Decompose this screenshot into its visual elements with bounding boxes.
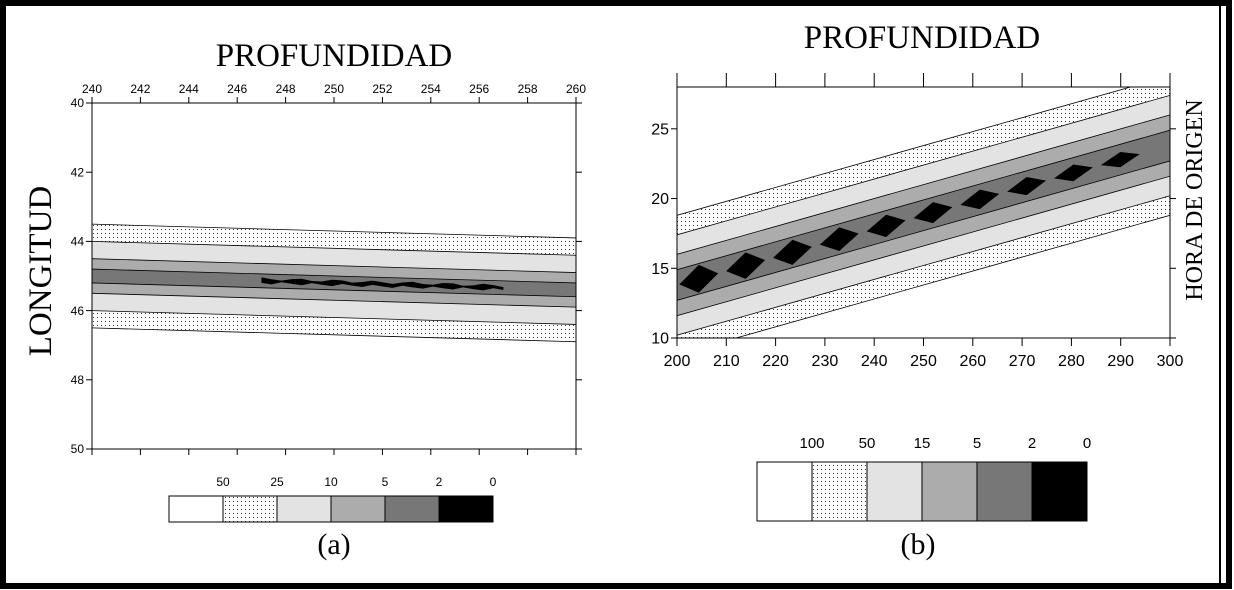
contour-core-6 — [960, 189, 1000, 210]
y-tick-label: 40 — [71, 96, 85, 110]
x-tick-label: 246 — [227, 82, 247, 96]
y-tick-label: 50 — [71, 442, 85, 456]
y-tick-label: 15 — [651, 261, 669, 278]
chart-a-ylabel: LONGITUD — [23, 186, 59, 356]
chart-a: 240 242 244 246 248 250 252 254 256 258 2604042444… — [23, 38, 586, 561]
y-tick-label: 44 — [71, 235, 85, 249]
x-tick-label: 250 — [910, 353, 937, 370]
legend-swatch-white — [168, 495, 224, 523]
legend-label: 10 — [324, 475, 338, 489]
legend-label: 5 — [973, 435, 981, 452]
x-tick-label: 244 — [179, 82, 199, 96]
legend-b: 100 50 15 5 2 0 — [756, 435, 1091, 522]
x-tick-label: 230 — [812, 353, 839, 370]
legend-swatch-black — [438, 495, 494, 523]
x-tick-label: 240 — [861, 353, 888, 370]
x-tick-label: 256 — [469, 82, 489, 96]
legend-label: 50 — [859, 435, 876, 452]
legend-label: 15 — [914, 435, 931, 452]
x-tick-label: 248 — [276, 82, 296, 96]
chart-a-title: PROFUNDIDAD — [216, 38, 453, 74]
x-tick-label: 250 — [324, 82, 344, 96]
legend-swatch-dotted — [811, 461, 868, 522]
y-tick-label: 46 — [71, 304, 85, 318]
legend-label: 25 — [270, 475, 284, 489]
x-tick-label: 240 — [82, 82, 102, 96]
legend-swatch-dotted — [222, 495, 278, 523]
legend-swatch-light-gray — [866, 461, 923, 522]
legend-swatch-dark-gray — [976, 461, 1033, 522]
y-tick-label: 20 — [651, 191, 669, 208]
chart-b: 200 210 220 230 240 250 260 270 280 290 3001015202… — [651, 20, 1208, 561]
x-tick-label: 258 — [518, 82, 538, 96]
contour-core-1 — [726, 252, 766, 279]
y-tick-label: 10 — [651, 331, 669, 348]
x-tick-label: 242 — [130, 82, 150, 96]
contour-core-8 — [1054, 164, 1093, 182]
legend-a: 50 25 10 5 2 0 — [168, 475, 497, 523]
chart-b-ylabel: HORA DE ORIGEN — [1182, 99, 1208, 300]
chart-b-title: PROFUNDIDAD — [804, 20, 1041, 56]
x-tick-label: 280 — [1058, 353, 1085, 370]
chart-a-caption: (a) — [317, 528, 350, 561]
x-tick-label: 290 — [1107, 353, 1134, 370]
legend-label: 0 — [490, 475, 497, 489]
contour-core-9 — [1100, 151, 1140, 168]
legend-label: 50 — [216, 475, 230, 489]
contour-core-5 — [913, 202, 953, 224]
contour-core-2 — [773, 239, 812, 265]
legend-swatch-white — [756, 461, 813, 522]
contour-core — [261, 277, 504, 291]
legend-swatch-mid-gray — [921, 461, 978, 522]
x-tick-label: 260 — [566, 82, 586, 96]
legend-swatch-dark-gray — [384, 495, 440, 523]
x-tick-label: 252 — [372, 82, 392, 96]
y-tick-label: 42 — [71, 165, 85, 179]
x-tick-label: 200 — [664, 353, 691, 370]
x-tick-label: 220 — [762, 353, 789, 370]
chart-b-caption: (b) — [901, 528, 936, 561]
x-tick-label: 300 — [1157, 353, 1184, 370]
y-tick-label: 48 — [71, 373, 85, 387]
legend-swatch-light-gray — [276, 495, 332, 523]
y-tick-label: 25 — [651, 121, 669, 138]
x-tick-label: 260 — [959, 353, 986, 370]
legend-label: 2 — [1028, 435, 1036, 452]
legend-label: 2 — [436, 475, 443, 489]
legend-swatch-black — [1031, 461, 1088, 522]
contour-core-7 — [1007, 177, 1047, 196]
x-tick-label: 210 — [713, 353, 740, 370]
legend-label: 0 — [1083, 435, 1091, 452]
contour-core-3 — [819, 227, 859, 251]
contour-core-4 — [866, 214, 906, 238]
legend-label: 5 — [382, 475, 389, 489]
legend-label: 100 — [799, 435, 824, 452]
x-tick-label: 270 — [1009, 353, 1036, 370]
x-tick-label: 254 — [421, 82, 441, 96]
legend-swatch-mid-gray — [330, 495, 386, 523]
contour-core-0 — [679, 264, 719, 293]
